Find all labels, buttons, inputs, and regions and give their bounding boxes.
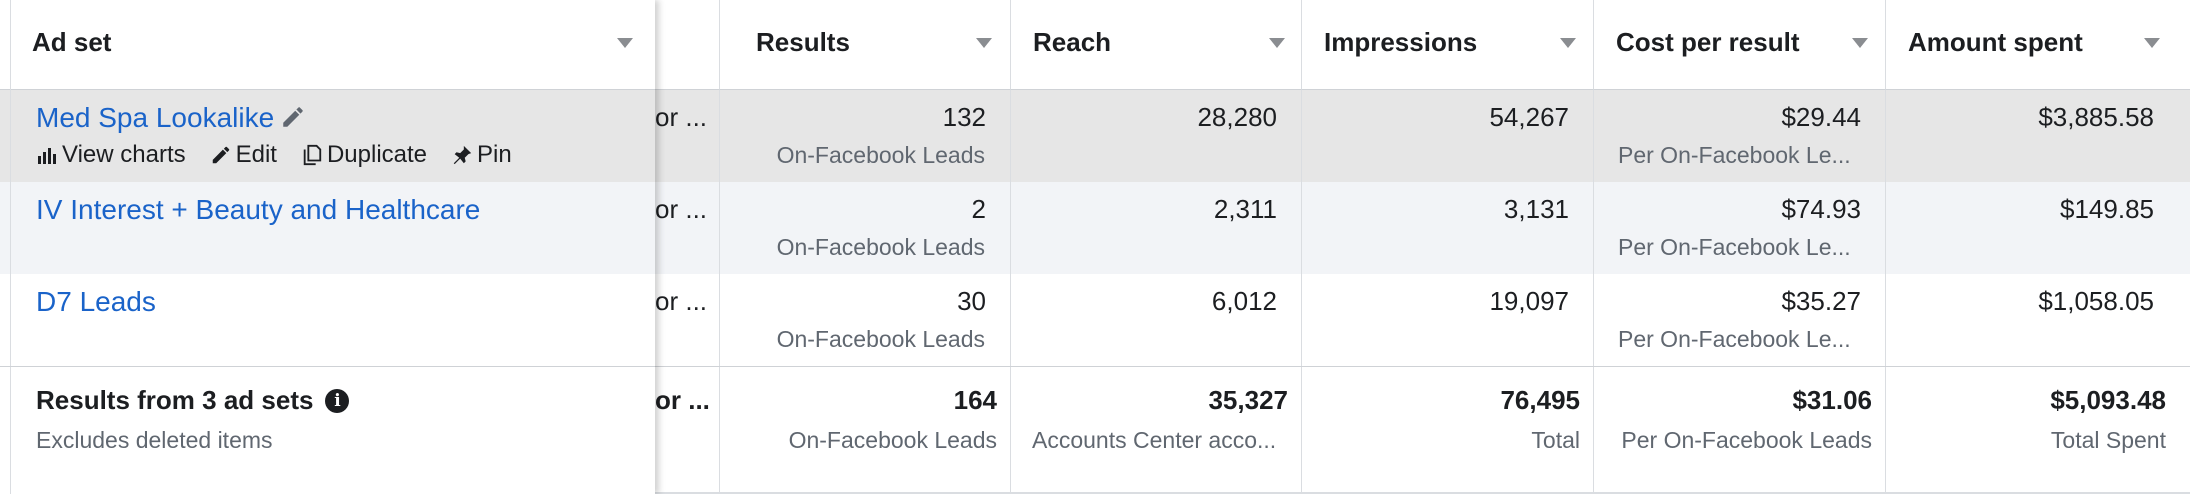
totals-adset-cell: Results from 3 ad sets i Excludes delete… [0, 366, 655, 494]
totals-title: Results from 3 ad sets i [36, 385, 350, 416]
adset-name-link[interactable]: Med Spa Lookalike [36, 102, 275, 133]
sort-caret-icon[interactable] [1852, 38, 1868, 48]
adset-name-link[interactable]: D7 Leads [36, 286, 156, 317]
bar-chart-icon [38, 148, 56, 164]
divider [10, 0, 11, 90]
totals-subtitle: Excludes deleted items [36, 427, 273, 453]
divider [10, 90, 11, 182]
row-actions: View charts Edit Duplicate Pin [36, 140, 536, 170]
pin-button[interactable]: Pin [451, 141, 512, 169]
cost-cell: $35.27 Per On-Facebook Le... [1594, 274, 1886, 366]
hidden-column-cell: or ... [655, 182, 720, 274]
adset-row[interactable]: Med Spa Lookalike View charts Edit Dupli… [0, 90, 655, 182]
divider [0, 492, 2190, 494]
view-charts-label: View charts [62, 141, 186, 168]
divider [10, 367, 11, 494]
header-impressions[interactable]: Impressions [1302, 0, 1594, 90]
total-results-cell: 164 On-Facebook Leads [720, 367, 1011, 494]
reach-cell: 6,012 [1011, 274, 1302, 366]
edit-pencil-icon [212, 146, 229, 164]
header-adset[interactable]: Ad set [0, 0, 655, 90]
duplicate-icon [303, 144, 322, 166]
impressions-cell: 3,131 [1302, 182, 1594, 274]
total-reach-cell: 35,327 Accounts Center acco... [1011, 367, 1302, 494]
sort-caret-icon[interactable] [617, 38, 633, 48]
totals-title-text: Results from 3 ad sets [36, 385, 314, 415]
header-amount-spent[interactable]: Amount spent [1886, 0, 2190, 90]
impressions-cell: 54,267 [1302, 90, 1594, 182]
header-results[interactable]: Results [720, 0, 1011, 90]
header-cost-per-result[interactable]: Cost per result [1594, 0, 1886, 90]
total-impressions-cell: 76,495 Total [1302, 367, 1594, 494]
cost-cell: $74.93 Per On-Facebook Le... [1594, 182, 1886, 274]
sort-caret-icon[interactable] [1560, 38, 1576, 48]
sort-caret-icon[interactable] [1269, 38, 1285, 48]
cost-cell: $29.44 Per On-Facebook Le... [1594, 90, 1886, 182]
view-charts-button[interactable]: View charts [36, 141, 186, 169]
reach-cell: 2,311 [1011, 182, 1302, 274]
results-cell: 2 On-Facebook Leads [720, 182, 1011, 274]
results-cell: 30 On-Facebook Leads [720, 274, 1011, 366]
header-amount-label: Amount spent [1908, 27, 2083, 57]
adset-row[interactable]: D7 Leads [0, 274, 655, 366]
hidden-column-cell: or ... [655, 367, 720, 494]
amount-cell: $1,058.05 [2038, 286, 2154, 316]
header-reach-label: Reach [1033, 27, 1112, 57]
duplicate-button[interactable]: Duplicate [301, 141, 427, 169]
header-reach[interactable]: Reach [1011, 0, 1302, 90]
adset-name-link[interactable]: IV Interest + Beauty and Healthcare [36, 194, 481, 225]
pin-icon [453, 145, 472, 165]
adset-row[interactable]: IV Interest + Beauty and Healthcare [0, 182, 655, 274]
info-icon[interactable]: i [325, 388, 350, 413]
edit-label: Edit [235, 141, 277, 168]
frozen-adset-column: Ad set Med Spa Lookalike View charts Edi… [0, 0, 655, 494]
amount-cell: $149.85 [2060, 194, 2154, 224]
header-results-label: Results [756, 27, 850, 57]
hidden-column-cell: or ... [655, 274, 720, 366]
reach-cell: 28,280 [1011, 90, 1302, 182]
pin-label: Pin [477, 141, 512, 168]
impressions-cell: 19,097 [1302, 274, 1594, 366]
pencil-icon[interactable] [280, 104, 306, 130]
total-cost-cell: $31.06 Per On-Facebook Leads [1594, 367, 1886, 494]
results-cell: 132 On-Facebook Leads [720, 90, 1011, 182]
header-hidden-column [655, 0, 720, 90]
total-amount-cell: $5,093.48 Total Spent [2050, 385, 2166, 453]
sort-caret-icon[interactable] [2144, 38, 2160, 48]
edit-button[interactable]: Edit [210, 141, 277, 169]
divider [10, 274, 11, 366]
header-impressions-label: Impressions [1324, 27, 1478, 57]
amount-cell: $3,885.58 [2038, 102, 2154, 132]
duplicate-label: Duplicate [326, 141, 428, 168]
divider [10, 182, 11, 274]
sort-caret-icon[interactable] [976, 38, 992, 48]
header-adset-label: Ad set [32, 27, 112, 57]
hidden-column-cell: or ... [655, 90, 720, 182]
header-cost-label: Cost per result [1616, 27, 1800, 57]
